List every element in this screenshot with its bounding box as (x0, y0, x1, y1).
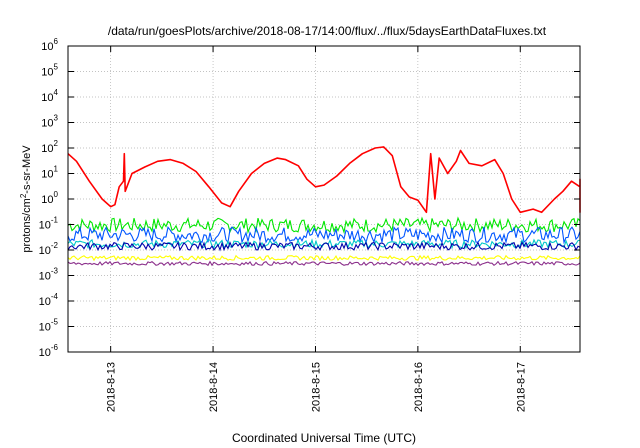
y-tick-label: 10-5 (39, 318, 59, 334)
y-tick-base: 10 (41, 67, 53, 79)
y-tick-label: 104 (41, 88, 58, 104)
y-tick-label: 10-6 (39, 343, 59, 359)
y-tick-exponent: -2 (51, 241, 59, 250)
series-line-band (67, 240, 581, 252)
series-line-band (67, 254, 581, 262)
y-tick-base: 10 (39, 271, 51, 283)
y-tick-label: 100 (41, 190, 58, 206)
x-tick-label: 2018-8-15 (310, 362, 322, 412)
y-tick-base: 10 (39, 296, 51, 308)
series-line-band (67, 260, 581, 267)
y-tick-label: 101 (41, 165, 58, 181)
y-tick-base: 10 (41, 143, 53, 155)
y-tick-exponent: 1 (54, 165, 59, 174)
chart-title: /data/run/goesPlots/archive/2018-08-17/1… (108, 24, 547, 38)
series-group (67, 146, 581, 267)
series-line-band (67, 216, 581, 235)
y-axis: 10-610-510-410-310-210-11001011021031041… (39, 37, 580, 359)
y-tick-exponent: 3 (54, 114, 59, 123)
y-tick-base: 10 (39, 347, 51, 359)
y-tick-label: 10-4 (39, 292, 59, 308)
x-tick-label: 2018-8-16 (413, 362, 425, 412)
y-tick-exponent: 2 (54, 139, 59, 148)
y-tick-base: 10 (41, 41, 53, 53)
y-tick-label: 10-3 (39, 267, 59, 283)
y-tick-base: 10 (39, 245, 51, 257)
y-tick-base: 10 (41, 118, 53, 130)
y-tick-exponent: 4 (54, 88, 59, 97)
y-tick-exponent: 6 (54, 37, 59, 46)
y-tick-exponent: 0 (54, 190, 59, 199)
x-axis-label: Coordinated Universal Time (UTC) (232, 431, 416, 445)
y-tick-base: 10 (41, 194, 53, 206)
y-axis-label-suffix: -s-sr-MeV (21, 145, 33, 194)
y-axis-label-superscript: 2 (19, 193, 28, 198)
y-tick-label: 10-2 (39, 241, 59, 257)
y-tick-label: 10-1 (39, 216, 59, 232)
y-tick-base: 10 (41, 92, 53, 104)
x-tick-label: 2018-8-17 (515, 362, 527, 412)
y-axis-label-prefix: protons/cm (21, 198, 33, 252)
y-tick-exponent: -4 (51, 292, 59, 301)
y-tick-base: 10 (41, 169, 53, 181)
y-tick-exponent: -6 (51, 343, 59, 352)
y-tick-label: 105 (41, 63, 58, 79)
y-tick-base: 10 (39, 220, 51, 232)
x-tick-label: 2018-8-14 (208, 362, 220, 412)
y-tick-exponent: 5 (54, 63, 59, 72)
y-tick-base: 10 (39, 322, 51, 334)
y-tick-label: 106 (41, 37, 58, 53)
y-tick-exponent: -5 (51, 318, 59, 327)
y-axis-label: protons/cm2-s-sr-MeV (19, 145, 33, 253)
y-tick-exponent: -1 (51, 216, 59, 225)
y-tick-exponent: -3 (51, 267, 59, 276)
y-tick-label: 103 (41, 114, 58, 130)
y-tick-label: 102 (41, 139, 58, 155)
x-axis: 2018-8-13 2018-8-14 2018-8-15 2018-8-16 2018… (106, 46, 527, 412)
series-line-band (67, 225, 581, 245)
series-line-main (67, 146, 581, 214)
x-tick-label: 2018-8-13 (106, 362, 118, 412)
